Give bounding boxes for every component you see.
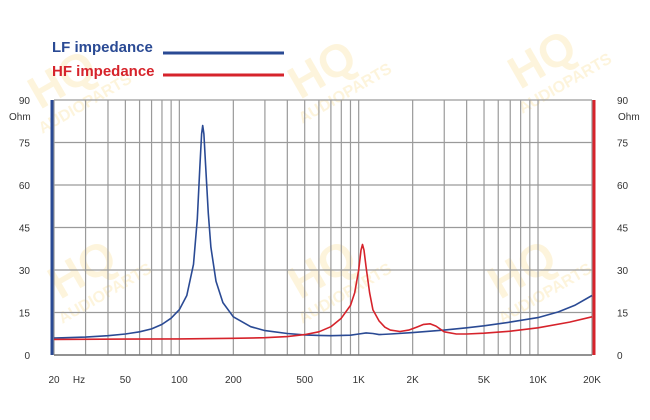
- y-tick-left: 30: [19, 266, 31, 277]
- x-tick: 20K: [583, 375, 601, 386]
- y-unit-left: Ohm: [9, 112, 31, 123]
- x-tick: 5K: [478, 375, 491, 386]
- series-line-hf: [53, 243, 593, 341]
- y-tick-left: 75: [19, 139, 31, 150]
- y-unit-right: Ohm: [618, 112, 640, 123]
- y-tick-right: 30: [617, 266, 629, 277]
- x-tick: 500: [296, 375, 313, 386]
- y-tick-left: 45: [19, 224, 31, 235]
- legend: LF impedance HF impedance: [52, 39, 284, 80]
- series-layer: [53, 124, 593, 341]
- legend-label-lf: LF impedance: [52, 39, 153, 56]
- y-tick-left: 15: [19, 309, 31, 320]
- series-line-lf: [53, 124, 593, 339]
- tick-labels: 0 0 15 15 30 30 45 45 60 60 75 75 90 90 Ohm Ohm 20 50 100 2…: [9, 96, 640, 386]
- y-tick-right: 75: [617, 139, 629, 150]
- x-tick: 200: [225, 375, 242, 386]
- x-tick: 10K: [529, 375, 547, 386]
- y-tick-right: 90: [617, 96, 629, 107]
- legend-label-hf: HF impedance: [52, 63, 155, 80]
- x-unit: Hz: [73, 375, 85, 386]
- y-tick-right: 45: [617, 224, 629, 235]
- grid-lines: [53, 99, 593, 356]
- y-tick-right: 15: [617, 309, 629, 320]
- axes: [50, 100, 596, 356]
- x-tick: 100: [171, 375, 188, 386]
- y-tick-left: 60: [19, 181, 31, 192]
- x-tick: 1K: [353, 375, 366, 386]
- x-tick: 2K: [407, 375, 420, 386]
- y-tick-left: 0: [24, 351, 30, 362]
- y-tick-right: 60: [617, 181, 629, 192]
- x-tick: 50: [120, 375, 132, 386]
- x-tick: 20: [48, 375, 60, 386]
- y-tick-left: 90: [19, 96, 31, 107]
- y-tick-right: 0: [617, 351, 623, 362]
